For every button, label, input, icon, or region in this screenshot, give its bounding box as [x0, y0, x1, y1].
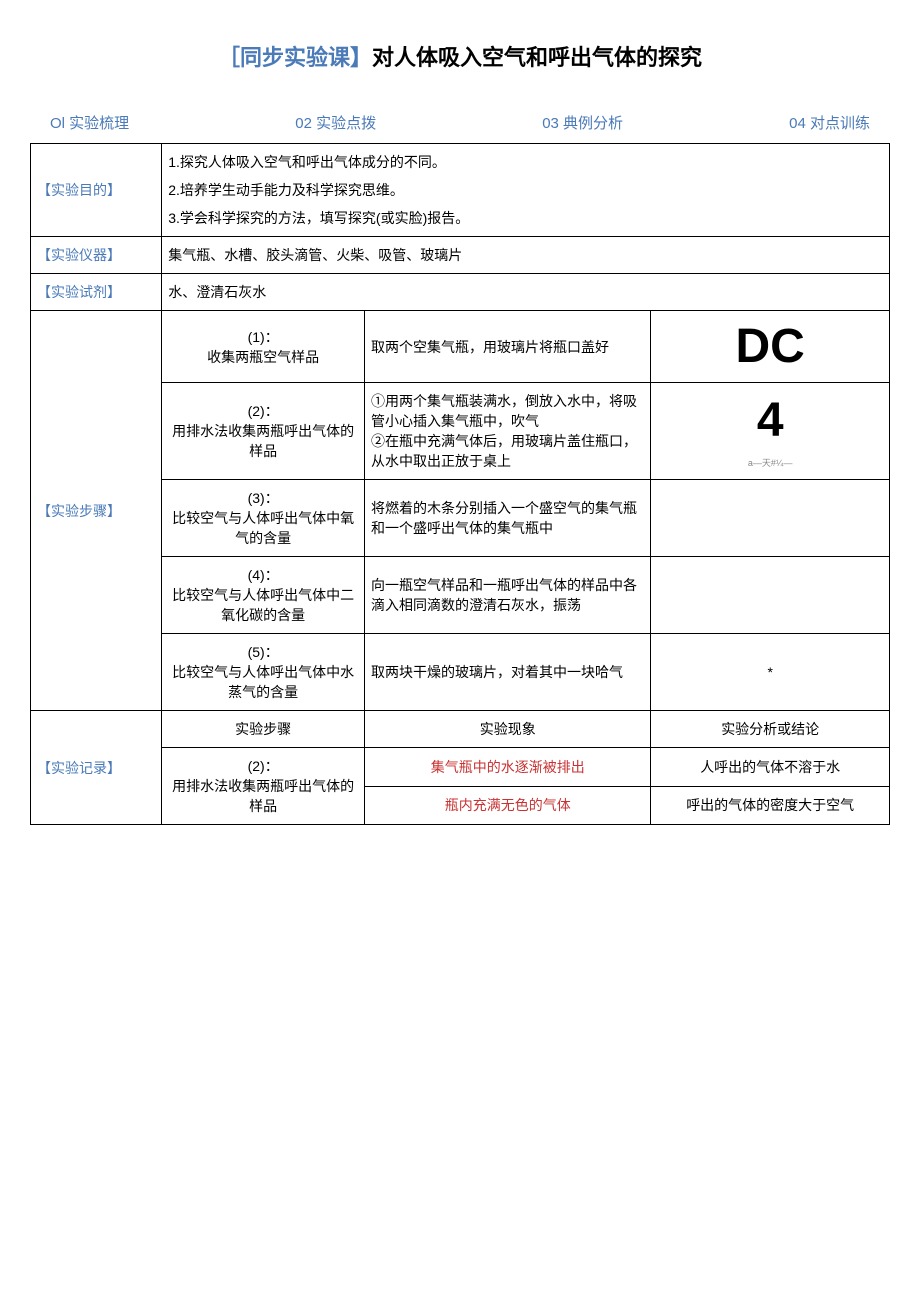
step2-desc: ①用两个集气瓶装满水，倒放入水中，将吸管小心插入集气瓶中，吹气 ②在瓶中充满气体…	[365, 383, 651, 480]
purpose-label: 【实验目的】	[31, 144, 162, 237]
record-header-row: 【实验记录】 实验步骤 实验现象 实验分析或结论	[31, 711, 890, 748]
purpose-line3: 3.学会科学探究的方法，填写探究(或实脸)报告。	[168, 208, 883, 228]
record-label: 【实验记录】	[31, 711, 162, 825]
record-phenomenon2: 瓶内充满无色的气体	[365, 786, 651, 825]
step1-row: 【实验步骤】 (1)： 收集两瓶空气样品 取两个空集气瓶，用玻璃片将瓶口盖好 D…	[31, 311, 890, 383]
instruments-row: 【实验仪器】 集气瓶、水槽、胶头滴管、火柴、吸管、玻璃片	[31, 237, 890, 274]
record-header-col2: 实验现象	[365, 711, 651, 748]
record-header-col3: 实验分析或结论	[651, 711, 890, 748]
step1-title-cell: (1)： 收集两瓶空气样品	[162, 311, 365, 383]
record-step-num: (2)：	[168, 756, 358, 776]
nav-item-3: 03 典例分析	[542, 112, 623, 133]
step2-title: 用排水法收集两瓶呼出气体的样品	[168, 421, 358, 461]
step5-title: 比较空气与人体呼出气体中水蒸气的含量	[168, 662, 358, 702]
reagents-row: 【实验试剂】 水、澄清石灰水	[31, 274, 890, 311]
instruments-label: 【实验仪器】	[31, 237, 162, 274]
step5-desc: 取两块干燥的玻璃片，对着其中一块哈气	[365, 634, 651, 711]
purpose-line2: 2.培养学生动手能力及科学探究思维。	[168, 180, 883, 200]
step1-num: (1)：	[168, 327, 358, 347]
step3-title: 比较空气与人体呼出气体中氧气的含量	[168, 508, 358, 548]
reagents-content: 水、澄清石灰水	[162, 274, 890, 311]
step2-note: a—天#¼—	[657, 456, 883, 469]
step3-num: (3)：	[168, 488, 358, 508]
step5-num: (5)：	[168, 642, 358, 662]
step4-title: 比较空气与人体呼出气体中二氧化碳的含量	[168, 585, 358, 625]
instruments-content: 集气瓶、水槽、胶头滴管、火柴、吸管、玻璃片	[162, 237, 890, 274]
title-black-part: 对人体吸入空气和呼出气体的探究	[372, 45, 702, 70]
step5-title-cell: (5)： 比较空气与人体呼出气体中水蒸气的含量	[162, 634, 365, 711]
step2-img: 4	[757, 394, 784, 447]
record-step-title: 用排水法收集两瓶呼出气体的样品	[168, 776, 358, 816]
step1-img: DC	[736, 320, 805, 373]
nav-item-1: Ol 实验梳理	[50, 112, 129, 133]
step4-num: (4)：	[168, 565, 358, 585]
nav-row: Ol 实验梳理 02 实验点拨 03 典例分析 04 对点训练	[30, 112, 890, 143]
step3-title-cell: (3)： 比较空气与人体呼出气体中氧气的含量	[162, 480, 365, 557]
step5-img: *	[767, 664, 772, 680]
step2-title-cell: (2)： 用排水法收集两瓶呼出气体的样品	[162, 383, 365, 480]
record-conclusion1: 人呼出的气体不溶于水	[651, 748, 890, 787]
purpose-row: 【实验目的】 1.探究人体吸入空气和呼出气体成分的不同。 2.培养学生动手能力及…	[31, 144, 890, 237]
record-conclusion2: 呼出的气体的密度大于空气	[651, 786, 890, 825]
record-phenomenon1: 集气瓶中的水逐渐被排出	[365, 748, 651, 787]
step1-img-cell: DC	[651, 311, 890, 383]
record-header-col1: 实验步骤	[162, 711, 365, 748]
record-step-cell: (2)： 用排水法收集两瓶呼出气体的样品	[162, 748, 365, 825]
steps-label: 【实验步骤】	[31, 311, 162, 711]
main-table: 【实验目的】 1.探究人体吸入空气和呼出气体成分的不同。 2.培养学生动手能力及…	[30, 143, 890, 825]
purpose-content: 1.探究人体吸入空气和呼出气体成分的不同。 2.培养学生动手能力及科学探究思维。…	[162, 144, 890, 237]
title-blue-part: ［同步实验课】	[218, 45, 372, 70]
step2-img-cell: 4 a—天#¼—	[651, 383, 890, 480]
step4-img-cell	[651, 557, 890, 634]
nav-item-2: 02 实验点拨	[295, 112, 376, 133]
reagents-label: 【实验试剂】	[31, 274, 162, 311]
step5-img-cell: *	[651, 634, 890, 711]
step4-desc: 向一瓶空气样品和一瓶呼出气体的样品中各滴入相同滴数的澄清石灰水，振荡	[365, 557, 651, 634]
step4-title-cell: (4)： 比较空气与人体呼出气体中二氧化碳的含量	[162, 557, 365, 634]
nav-item-4: 04 对点训练	[789, 112, 870, 133]
step2-num: (2)：	[168, 401, 358, 421]
page-title: ［同步实验课】对人体吸入空气和呼出气体的探究	[30, 40, 890, 72]
step1-title: 收集两瓶空气样品	[168, 347, 358, 367]
step3-img-cell	[651, 480, 890, 557]
purpose-line1: 1.探究人体吸入空气和呼出气体成分的不同。	[168, 152, 883, 172]
step1-desc: 取两个空集气瓶，用玻璃片将瓶口盖好	[365, 311, 651, 383]
step3-desc: 将燃着的木条分别插入一个盛空气的集气瓶和一个盛呼出气体的集气瓶中	[365, 480, 651, 557]
